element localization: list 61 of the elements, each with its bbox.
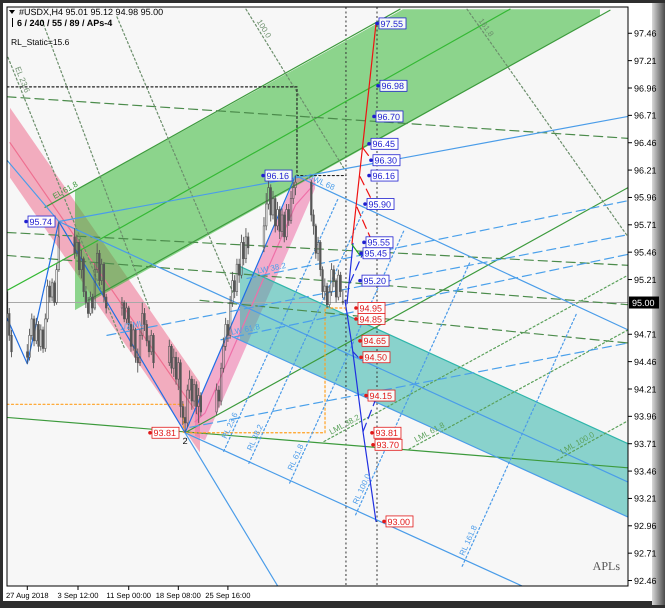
data-label: 93.00	[387, 516, 410, 527]
y-tick-label: 93.71	[634, 439, 657, 450]
text: LML 61.8	[412, 420, 447, 444]
text: LW 61.8	[230, 322, 262, 337]
data-label: 97.55	[380, 18, 404, 29]
y-tick-label: 96.46	[634, 138, 657, 148]
text: LML 100.0	[558, 430, 596, 456]
chart-title: #USDX,H4 95.01 95.12 94.98 95.00	[19, 7, 164, 17]
y-tick-label: 94.21	[634, 384, 657, 394]
data-label: 95.20	[364, 276, 386, 286]
ref-line-label: 95.00	[632, 298, 655, 308]
data-label: 94.65	[364, 336, 386, 346]
text: EL 23.6	[13, 65, 32, 94]
annotation: 2	[182, 436, 188, 446]
text: 6 / 240 / 55 / 89 / APs-4	[17, 18, 112, 28]
data-label: 93.81	[375, 428, 398, 438]
text: LW 38.2	[256, 260, 288, 276]
data-label: 94.50	[364, 352, 388, 363]
text: RL 100.0	[351, 472, 373, 506]
y-tick-label: 92.71	[634, 548, 657, 558]
data-label: 93.81	[153, 428, 176, 438]
data-label: 95.45	[364, 248, 388, 259]
y-tick-label: 96.96	[634, 83, 657, 94]
data-label: 94.85	[360, 314, 382, 324]
y-tick-label: 96.21	[634, 165, 657, 176]
text: UWL 68	[306, 172, 337, 192]
text: RL 161.8	[458, 524, 480, 558]
text: RL 61.8	[286, 442, 306, 472]
text: RL 38.2	[245, 422, 266, 452]
y-tick-label: 93.21	[634, 494, 657, 504]
text: RL 23.6	[220, 410, 240, 440]
text: 1/2 ML	[118, 318, 145, 332]
y-tick-label: 95.21	[634, 274, 657, 285]
data-label: 95.74	[30, 216, 52, 227]
annotation: APLs	[592, 559, 620, 573]
data-label: 96.45	[372, 139, 396, 150]
y-tick-label: 96.71	[634, 110, 657, 121]
y-tick-label: 92.46	[634, 576, 657, 586]
data-label: 96.98	[381, 81, 404, 92]
y-tick-label: 94.71	[634, 330, 657, 340]
y-tick-label: 95.71	[634, 220, 657, 230]
annotation: RL_Static=15.6	[11, 37, 70, 47]
data-label: 94.95	[360, 303, 382, 314]
data-label: 96.16	[266, 170, 290, 181]
text: EL 61.8	[51, 179, 80, 201]
data-label: 96.30	[374, 156, 398, 166]
y-tick-label: 93.96	[634, 412, 657, 422]
data-label: 96.70	[377, 112, 400, 122]
data-label: 96.16	[372, 170, 396, 181]
y-tick-label: 92.96	[634, 521, 657, 532]
data-label: 95.90	[368, 199, 392, 210]
y-tick-label: 97.21	[634, 56, 657, 66]
y-tick-label: 95.46	[634, 247, 657, 258]
y-tick-label: 95.96	[634, 192, 657, 203]
text: LML 38.2	[328, 412, 362, 436]
data-label: 93.70	[376, 440, 400, 450]
y-tick-label: 93.46	[634, 466, 657, 476]
y-tick-label: 94.46	[634, 356, 657, 367]
y-tick-label: 97.46	[634, 28, 657, 39]
data-label: 94.15	[370, 390, 392, 401]
data-label: 95.55	[367, 238, 390, 248]
